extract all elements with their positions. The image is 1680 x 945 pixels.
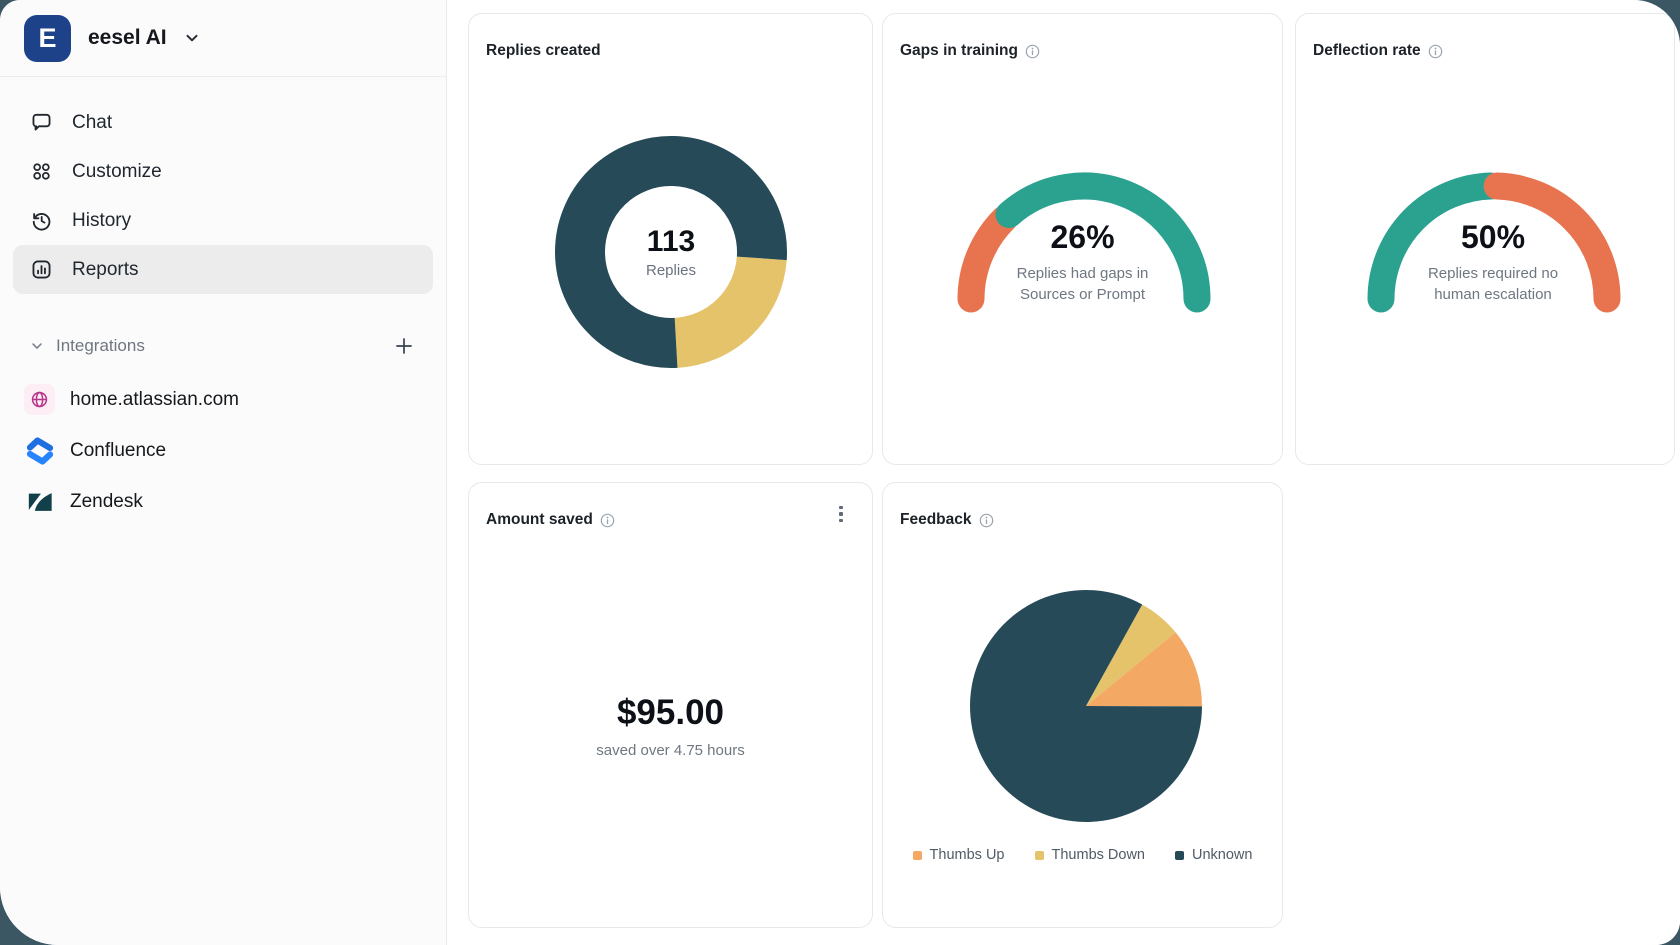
integration-item-confluence[interactable]: Confluence [24,425,433,476]
info-icon[interactable] [1025,44,1040,59]
feedback-pie-chart [968,588,1204,824]
sidebar-item-label: Customize [72,160,162,182]
card-title: Replies created [486,42,601,59]
history-icon [32,213,51,231]
legend-swatch [1034,850,1044,860]
card-title: Amount saved [486,511,593,528]
deflection-gauge-chart [1364,169,1624,315]
info-icon[interactable] [1428,44,1443,59]
plus-icon [396,338,412,354]
sidebar-item-label: History [72,209,132,231]
chevron-down-icon [186,34,198,42]
sidebar: E eesel AI Chat Customize [0,0,447,945]
sidebar-item-customize[interactable]: Customize [13,147,433,196]
customize-icon [33,163,50,180]
gaps-gauge-chart [954,169,1214,315]
amount-saved-value: $95.00 [616,693,725,732]
replies-donut-chart [551,132,791,372]
chat-icon [32,113,51,131]
feedback-legend: Thumbs Up Thumbs Down Unknown [883,847,1282,863]
globe-icon [24,384,55,415]
integrations-list: home.atlassian.com Confluence [24,374,433,527]
integration-label: Zendesk [70,490,143,512]
card-title: Feedback [900,511,972,528]
replies-created-card: Replies created 113 Replies [468,13,873,465]
sidebar-item-chat[interactable]: Chat [13,98,433,147]
integration-item-zendesk[interactable]: Zendesk [24,476,433,527]
sidebar-item-label: Reports [72,258,139,280]
chevron-down-icon[interactable] [30,339,44,353]
integration-label: home.atlassian.com [70,388,239,410]
amount-saved-card: Amount saved $95.00 saved over 4.75 hour… [468,482,873,928]
info-icon[interactable] [979,513,994,528]
reports-dashboard: Replies created 113 Replies Gaps in trai… [447,0,1680,945]
add-integration-button[interactable] [390,332,418,360]
deflection-rate-card: Deflection rate 50% Replies required no … [1295,13,1675,465]
card-title: Deflection rate [1313,42,1421,59]
reports-icon [32,260,51,279]
card-menu-button[interactable] [830,501,852,527]
integration-item-atlassian[interactable]: home.atlassian.com [24,374,433,425]
info-icon[interactable] [600,513,615,528]
legend-swatch [912,850,922,860]
sidebar-item-history[interactable]: History [13,196,433,245]
legend-item-thumbs-down[interactable]: Thumbs Down [1034,847,1145,863]
feedback-card: Feedback Thumbs Up Thumbs Down [882,482,1283,928]
sidebar-item-label: Chat [72,111,113,133]
workspace-switcher[interactable]: E eesel AI [0,0,446,77]
confluence-icon [24,435,55,466]
integrations-header: Integrations [30,322,418,370]
gaps-in-training-card: Gaps in training 26% Replies had gaps in… [882,13,1283,465]
sidebar-item-reports[interactable]: Reports [13,245,433,294]
zendesk-icon [24,486,55,517]
integrations-label: Integrations [56,336,145,355]
integration-label: Confluence [70,439,167,461]
legend-item-thumbs-up[interactable]: Thumbs Up [912,847,1005,863]
card-title: Gaps in training [900,42,1018,59]
workspace-name: eesel AI [88,26,167,49]
legend-swatch [1174,850,1184,860]
amount-saved-caption: saved over 4.75 hours [596,742,745,759]
sidebar-nav: Chat Customize History [13,98,433,294]
legend-item-unknown[interactable]: Unknown [1174,847,1252,863]
workspace-logo: E [24,14,71,62]
